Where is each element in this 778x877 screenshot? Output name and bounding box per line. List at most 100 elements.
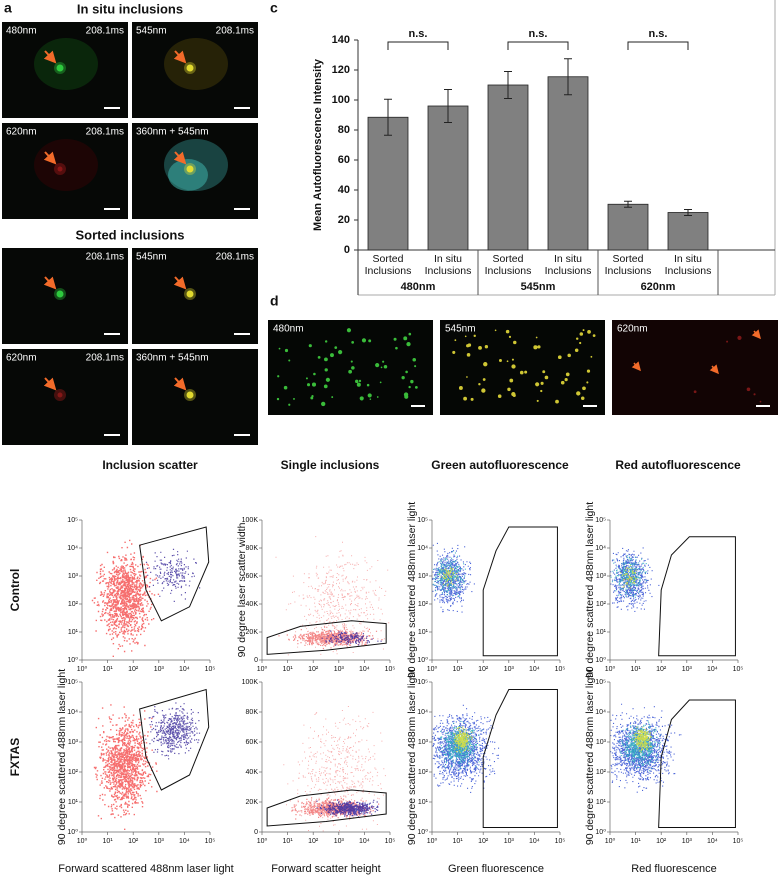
channel-label: 545nm bbox=[136, 252, 167, 263]
y-tick-label: 10² bbox=[596, 769, 607, 776]
y-axis-title: 90 degree scattered 488nm laser light bbox=[406, 669, 418, 845]
x-tick-label-box: Sorted Inclusions bbox=[605, 253, 652, 277]
y-tick-label: 10¹ bbox=[68, 799, 79, 806]
x-tick-label: 10³ bbox=[154, 666, 165, 673]
channel-label: 545nm bbox=[136, 26, 167, 37]
x-axis-title: Green fluorescence bbox=[448, 863, 544, 875]
x-tick-label: 10³ bbox=[334, 838, 345, 845]
y-tick-label: 0 bbox=[254, 829, 258, 836]
inclusion bbox=[57, 166, 63, 172]
panel-label: c bbox=[270, 0, 278, 16]
y-axis-title: 90 degree scattered 488nm laser light bbox=[584, 502, 596, 678]
x-tick-label: 10⁵ bbox=[555, 666, 566, 673]
y-tick-label: 10³ bbox=[68, 739, 79, 746]
event-cloud bbox=[145, 548, 201, 602]
gate bbox=[266, 789, 387, 827]
arrow bbox=[43, 377, 57, 391]
significance-bracket bbox=[387, 41, 449, 50]
error-bar bbox=[624, 200, 632, 208]
y-axis-title: Mean Autofluorescence Intensity bbox=[312, 58, 324, 231]
y-tick-label: 40K bbox=[246, 601, 259, 608]
x-tick-label: 10⁴ bbox=[359, 666, 370, 673]
channel-label: 360nm + 545nm bbox=[136, 127, 209, 138]
significance-label: n.s. bbox=[529, 28, 548, 40]
x-tick-label: 10³ bbox=[504, 666, 515, 673]
y-tick-label: 40K bbox=[246, 769, 259, 776]
arrow bbox=[43, 50, 57, 64]
arrow bbox=[173, 151, 187, 165]
y-tick-label: 10⁵ bbox=[595, 679, 606, 686]
y-tick-label: 60 bbox=[338, 154, 350, 166]
x-tick-label: 10⁵ bbox=[385, 838, 396, 845]
channel-label: 360nm + 545nm bbox=[136, 353, 209, 364]
arrow bbox=[173, 50, 187, 64]
x-axis-title: Red fluorescence bbox=[631, 863, 717, 875]
bar bbox=[667, 212, 709, 251]
significance-bracket bbox=[507, 41, 569, 50]
y-tick-label: 80 bbox=[338, 124, 350, 136]
x-tick-label: 10⁰ bbox=[605, 665, 616, 673]
x-tick-label: 10¹ bbox=[631, 838, 642, 845]
gate bbox=[139, 688, 210, 791]
inclusion bbox=[186, 165, 194, 173]
x-tick-label: 10² bbox=[128, 666, 139, 673]
event-cloud bbox=[291, 797, 380, 820]
y-tick-label: 20 bbox=[338, 214, 350, 226]
channel-label: 545nm bbox=[445, 324, 476, 335]
inclusion bbox=[57, 392, 63, 398]
y-tick-label: 10⁴ bbox=[595, 709, 606, 716]
y-tick-label: 10⁴ bbox=[67, 545, 78, 552]
y-tick-label: 10³ bbox=[596, 573, 607, 580]
y-tick-label: 10¹ bbox=[596, 629, 607, 636]
arrow bbox=[43, 151, 57, 165]
event-cloud bbox=[439, 567, 458, 587]
group-label: 480nm bbox=[401, 281, 436, 293]
exposure-label: 208.1ms bbox=[216, 252, 254, 263]
x-tick-label: 10² bbox=[308, 838, 319, 845]
bar bbox=[427, 105, 469, 251]
x-tick-label: 10¹ bbox=[631, 666, 642, 673]
x-tick-label: 10⁰ bbox=[77, 665, 88, 673]
x-tick-label-box: In situ Inclusions bbox=[545, 253, 592, 277]
y-tick-label: 120 bbox=[332, 64, 350, 76]
y-axis-title: 90 degree scattered 488nm laser light bbox=[584, 669, 596, 845]
inclusion bbox=[186, 290, 194, 298]
x-tick-label: 10⁰ bbox=[257, 837, 268, 845]
x-tick-label: 10² bbox=[128, 838, 139, 845]
y-tick-label: 80K bbox=[246, 545, 259, 552]
x-tick-label: 10⁰ bbox=[605, 837, 616, 845]
y-tick-label: 10⁰ bbox=[417, 656, 428, 664]
x-tick-label-box: In situ Inclusions bbox=[425, 253, 472, 277]
y-tick-label: 100K bbox=[242, 517, 259, 524]
x-tick-label: Sorted Inclusions bbox=[364, 253, 412, 277]
y-tick-label: 10⁵ bbox=[67, 517, 78, 524]
y-tick-label: 10⁵ bbox=[67, 679, 78, 686]
y-tick-label: 100 bbox=[332, 94, 350, 106]
x-tick-label: 10⁴ bbox=[179, 666, 190, 673]
x-tick-label: 10⁰ bbox=[427, 837, 438, 845]
x-tick-label: 10¹ bbox=[453, 666, 464, 673]
y-tick-label: 0 bbox=[254, 657, 258, 664]
arrow bbox=[43, 276, 57, 290]
column-title: Inclusion scatter bbox=[102, 458, 198, 472]
y-tick-label: 10¹ bbox=[68, 629, 79, 636]
channel-label: 620nm bbox=[6, 353, 37, 364]
x-tick-label: 10⁰ bbox=[77, 837, 88, 845]
event-cloud bbox=[316, 799, 379, 818]
y-tick-label: 10² bbox=[596, 601, 607, 608]
x-tick-label: 10⁴ bbox=[529, 838, 540, 845]
event-cloud bbox=[453, 726, 473, 753]
inclusion bbox=[186, 64, 194, 72]
x-tick-label-box: Sorted Inclusions bbox=[364, 253, 412, 277]
inclusion bbox=[56, 290, 64, 298]
y-tick-label: 10³ bbox=[418, 739, 429, 746]
x-tick-label: 10⁵ bbox=[733, 838, 744, 845]
cell-glow bbox=[164, 38, 228, 90]
y-tick-label: 10⁴ bbox=[595, 545, 606, 552]
section-title: Sorted inclusions bbox=[75, 227, 184, 242]
arrow bbox=[631, 361, 641, 372]
bar bbox=[367, 116, 409, 251]
column-title: Green autofluorescence bbox=[431, 458, 569, 472]
inclusion bbox=[186, 391, 194, 399]
cell-glow bbox=[34, 139, 98, 191]
